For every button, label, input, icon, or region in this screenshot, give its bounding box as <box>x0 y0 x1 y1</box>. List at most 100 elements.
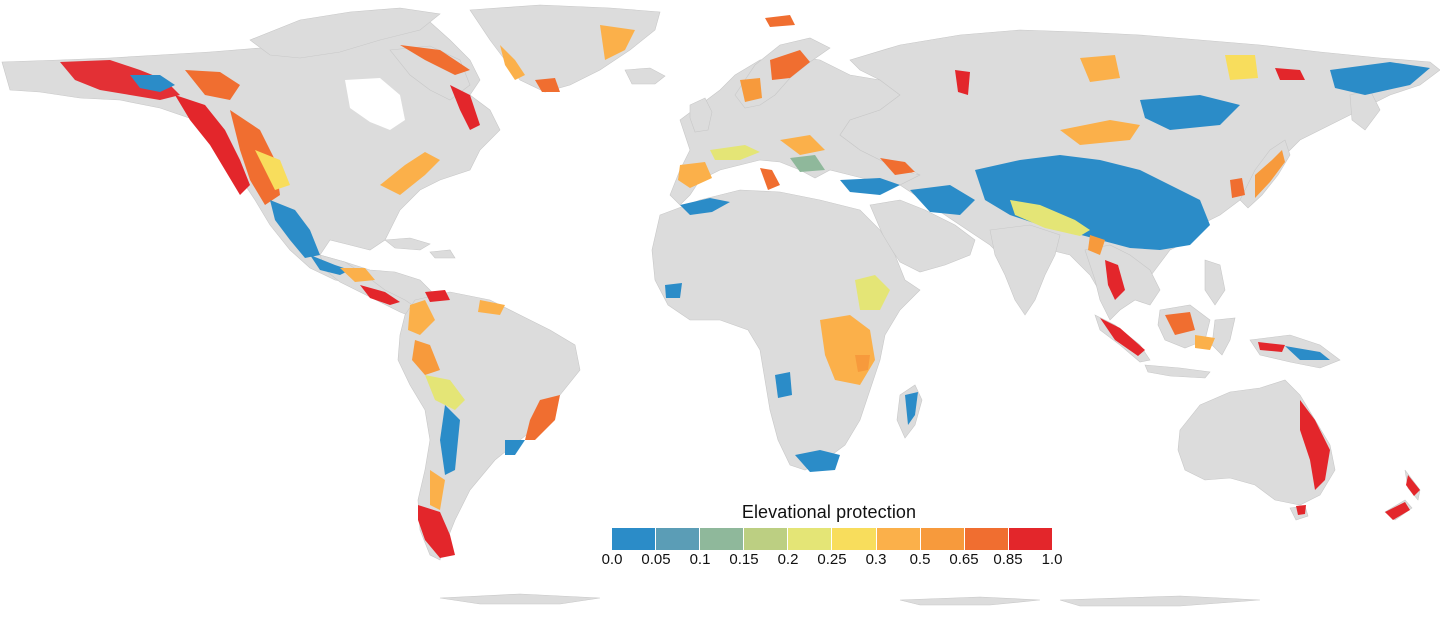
land-iceland <box>624 67 666 85</box>
region-guiana <box>478 300 505 315</box>
legend-swatch <box>920 528 965 550</box>
land-philippines <box>1204 259 1226 306</box>
region-nz-south <box>1385 502 1410 520</box>
region-far-east <box>1330 62 1430 95</box>
land-arctic-archipelago <box>249 7 441 59</box>
region-andes-north <box>408 300 435 335</box>
region-andes-yellow <box>425 375 465 410</box>
legend-swatch <box>700 528 745 550</box>
region-himalaya <box>1010 200 1090 236</box>
region-mexico <box>310 255 350 275</box>
region-madagascar-blue <box>905 392 918 425</box>
region-labrador <box>450 85 480 130</box>
legend-swatch <box>612 528 657 550</box>
legend-tick-label: 0.3 <box>865 551 887 568</box>
region-west-africa <box>665 283 682 298</box>
region-brazil-coast-blue <box>505 440 525 455</box>
region-borneo <box>1165 312 1195 335</box>
region-siberia-plateau <box>1080 55 1120 82</box>
region-patagonia <box>418 505 455 558</box>
legend-tick-label: 0.85 <box>993 551 1023 568</box>
legend-title: Elevational protection <box>741 502 917 522</box>
region-east-africa-2 <box>855 355 870 372</box>
region-rockies-mid <box>230 110 280 205</box>
region-central-america <box>360 285 400 305</box>
legend-swatch <box>788 528 833 550</box>
region-italy <box>760 168 780 190</box>
region-east-siberia <box>1225 55 1258 80</box>
legend-tick-label: 0.0 <box>601 551 623 568</box>
region-rockies-north <box>175 95 250 195</box>
region-tibet <box>975 155 1210 250</box>
region-greenland-west <box>500 45 525 80</box>
region-balkans <box>790 155 825 172</box>
land-india <box>989 224 1061 316</box>
region-scandinavia <box>770 50 810 80</box>
legend-tick-label: 1.0 <box>1041 551 1063 568</box>
region-new-guinea <box>1258 342 1285 352</box>
region-far-east-red <box>1275 68 1305 80</box>
land-africa <box>651 189 921 471</box>
region-alaska-orange <box>185 70 240 100</box>
land-cuba <box>384 237 431 251</box>
legend-swatch <box>876 528 921 550</box>
region-japan <box>1255 150 1285 198</box>
region-ethiopia <box>855 275 890 310</box>
region-andes-south <box>430 470 445 510</box>
region-svalbard <box>765 15 795 27</box>
legend-swatch <box>832 528 877 550</box>
legend-tick-label: 0.2 <box>777 551 799 568</box>
region-sumatra <box>1100 318 1145 356</box>
legend-tick-label: 0.05 <box>641 551 671 568</box>
legend: Elevational protection 0.0 0.05 0.1 0.15 0.2… <box>598 502 1068 572</box>
protection-overlay <box>60 15 1430 558</box>
land-java <box>1144 364 1211 379</box>
legend-tick-label: 0.15 <box>729 551 759 568</box>
region-tasmania <box>1296 505 1306 515</box>
region-iberia <box>678 162 712 188</box>
region-alps <box>710 145 760 160</box>
legend-tick-labels: 0.0 0.05 0.1 0.15 0.2 0.25 0.3 0.5 0.65 0.85 1.0 <box>602 550 1063 570</box>
region-angola <box>775 372 792 398</box>
region-turkey <box>840 178 900 195</box>
legend-color-bar <box>612 528 1052 550</box>
region-atlas <box>680 198 730 215</box>
legend-tick-label: 0.5 <box>909 551 931 568</box>
region-carpathians <box>780 135 825 155</box>
region-appalachians <box>380 152 440 195</box>
region-baffin-orange <box>400 45 470 75</box>
land-hispaniola <box>429 249 456 259</box>
region-indochina-red <box>1105 260 1125 300</box>
region-ural <box>955 70 970 95</box>
legend-swatch <box>964 528 1009 550</box>
region-greenland-east <box>600 25 635 60</box>
region-altai <box>1140 95 1240 130</box>
legend-tick-label: 0.25 <box>817 551 847 568</box>
land-antarctica-fragments <box>439 593 1261 607</box>
region-andes-orange <box>412 340 440 375</box>
region-new-guinea-blue <box>1285 346 1330 360</box>
region-himalaya-east <box>1088 235 1105 255</box>
legend-swatch <box>744 528 789 550</box>
region-mexico-orange <box>340 268 375 282</box>
region-norway-south <box>740 78 762 102</box>
land-british-isles <box>689 97 713 133</box>
legend-tick-label: 0.65 <box>949 551 979 568</box>
land-sulawesi <box>1211 317 1236 356</box>
region-greenland-south <box>535 78 560 92</box>
region-caucasus <box>880 158 915 175</box>
region-australia-east <box>1300 400 1330 490</box>
region-rockies-yellow <box>255 150 290 190</box>
legend-tick-label: 0.1 <box>689 551 711 568</box>
region-south-africa <box>795 450 840 472</box>
region-andes-blue <box>440 405 460 475</box>
region-tianshan <box>1060 120 1140 145</box>
region-iran <box>910 185 975 215</box>
region-venezuela <box>425 290 450 302</box>
region-nz-north <box>1406 475 1420 496</box>
region-alaska-blue <box>130 75 175 92</box>
legend-swatch <box>1008 528 1052 550</box>
region-java <box>1195 335 1215 350</box>
